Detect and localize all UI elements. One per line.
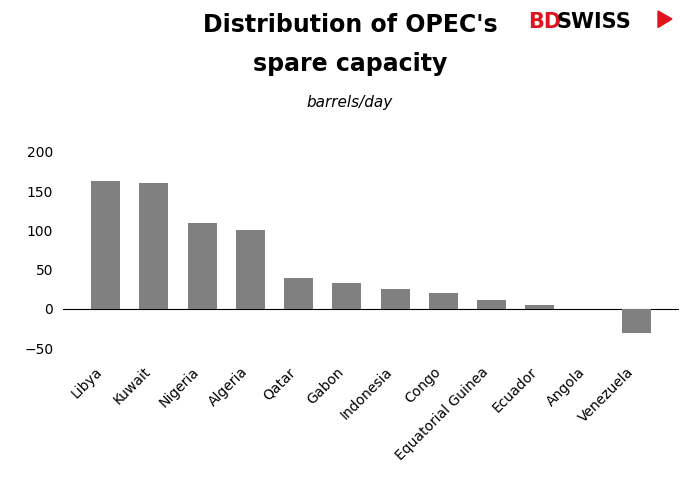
Text: barrels/day: barrels/day [307, 95, 393, 110]
Text: +: + [660, 14, 667, 24]
Bar [526, 305, 554, 309]
Bar [284, 278, 313, 309]
Bar [477, 300, 506, 309]
Bar [381, 290, 409, 309]
Bar [91, 181, 120, 309]
Bar [188, 222, 216, 309]
Text: SWISS: SWISS [556, 12, 631, 32]
Bar [139, 183, 168, 309]
Text: Distribution of OPEC's: Distribution of OPEC's [203, 12, 497, 36]
Bar [332, 283, 361, 309]
Bar [236, 230, 265, 309]
Bar [429, 293, 458, 309]
Text: BD: BD [528, 12, 561, 32]
Bar [622, 309, 651, 332]
Text: spare capacity: spare capacity [253, 52, 447, 76]
